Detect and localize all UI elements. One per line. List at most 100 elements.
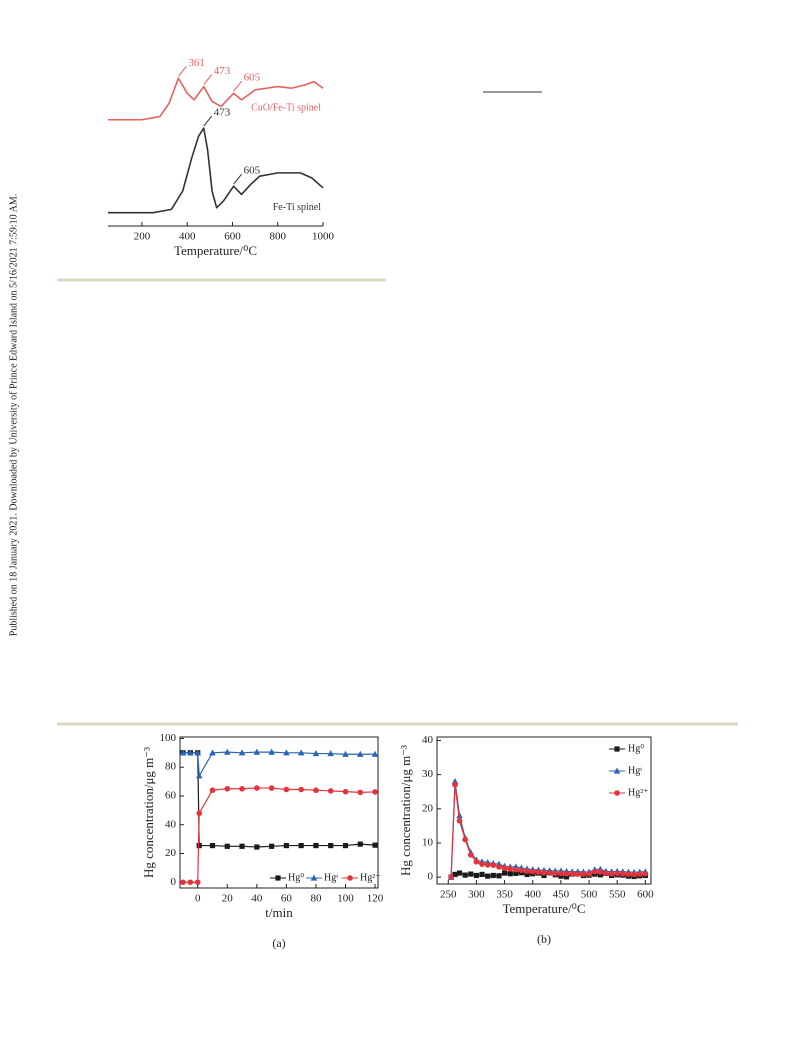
marker — [254, 785, 260, 791]
marker — [313, 842, 319, 849]
x-tick-label: 20 — [222, 893, 234, 905]
marker — [603, 870, 609, 877]
marker — [574, 871, 581, 877]
marker — [342, 842, 349, 849]
marker — [356, 750, 364, 757]
x-tick-label: 450 — [553, 889, 570, 901]
marker — [238, 749, 246, 756]
marker — [490, 872, 496, 879]
peak-leader — [233, 173, 242, 185]
x-axis-label: t/min — [265, 905, 293, 920]
marker — [372, 789, 378, 795]
peak-label: 473 — [214, 65, 231, 77]
marker — [518, 867, 525, 874]
marker — [283, 749, 290, 756]
marker — [625, 871, 632, 877]
x-tick-label: 600 — [224, 231, 241, 243]
marker — [209, 787, 216, 794]
marker — [297, 749, 305, 756]
caption: (b) — [537, 932, 551, 946]
y-tick-label: 0 — [428, 871, 434, 883]
peak-label: 473 — [214, 107, 231, 119]
marker — [195, 772, 203, 779]
marker — [569, 870, 575, 877]
x-tick-label: 80 — [310, 893, 322, 905]
marker — [451, 777, 459, 785]
marker — [298, 842, 304, 849]
marker — [541, 869, 547, 876]
marker — [452, 782, 458, 788]
marker — [196, 842, 202, 849]
marker — [224, 785, 231, 792]
marker — [180, 879, 186, 886]
x-tick-label: 600 — [637, 889, 654, 901]
marker — [513, 866, 519, 873]
marker — [269, 843, 275, 849]
marker — [473, 872, 480, 879]
marker — [327, 750, 335, 757]
legend-label: Hg²⁺ — [628, 787, 649, 798]
marker — [468, 871, 474, 877]
x-tick-label: 250 — [440, 889, 457, 901]
marker — [224, 843, 230, 849]
plot-frame — [179, 736, 379, 889]
legend-label: Hg⁰ — [628, 743, 644, 754]
marker — [239, 785, 245, 792]
x-tick-label: 300 — [468, 889, 485, 901]
marker — [479, 871, 485, 878]
marker — [268, 748, 275, 755]
x-tick-label: 200 — [134, 231, 151, 243]
marker — [608, 870, 615, 877]
x-tick-label: 40 — [251, 893, 263, 905]
x-tick-label: 100 — [337, 893, 354, 905]
x-tick-label: 0 — [195, 893, 201, 905]
marker — [524, 868, 530, 874]
marker — [501, 870, 508, 876]
marker — [614, 870, 621, 877]
marker — [223, 748, 231, 755]
legend-label: Hgᵗ — [324, 872, 338, 883]
marker — [187, 879, 194, 886]
marker — [507, 866, 514, 872]
marker — [546, 870, 553, 876]
y-tick-label: 30 — [422, 768, 434, 780]
x-axis-label: Temperature/⁰C — [174, 243, 257, 258]
marker — [194, 879, 201, 886]
series-label: Fe-Ti spinel — [273, 202, 321, 213]
marker — [357, 789, 364, 796]
marker — [462, 836, 468, 843]
marker — [636, 871, 643, 877]
marker — [268, 785, 275, 791]
marker — [591, 868, 598, 875]
marker — [479, 861, 485, 867]
marker — [473, 858, 480, 865]
marker — [239, 843, 245, 849]
marker — [313, 787, 319, 794]
marker — [597, 869, 604, 875]
marker — [496, 864, 502, 870]
series-label: CuO/Fe-Ti spinel — [251, 103, 321, 114]
marker — [614, 746, 620, 752]
marker — [507, 871, 513, 877]
caption: (a) — [272, 936, 285, 950]
legend-label: Hgᵗ — [628, 765, 642, 776]
peak-leader — [233, 80, 242, 92]
y-tick-label: 10 — [422, 837, 434, 849]
marker — [254, 844, 260, 850]
x-tick-label: 1000 — [312, 231, 335, 243]
x-tick-label: 120 — [367, 893, 384, 905]
marker — [484, 862, 491, 868]
marker — [614, 790, 620, 796]
marker — [312, 750, 320, 757]
y-axis-label: Hg concentration/μg m⁻³ — [141, 747, 156, 878]
marker — [501, 865, 508, 872]
y-tick-label: 100 — [160, 732, 177, 744]
marker — [209, 749, 216, 756]
marker — [347, 875, 353, 881]
marker — [327, 788, 334, 794]
peak-label: 361 — [188, 57, 205, 69]
marker — [452, 871, 458, 878]
marker — [283, 786, 290, 793]
y-axis-label: Hg concentration/μg m⁻³ — [398, 745, 413, 876]
marker — [372, 842, 378, 848]
